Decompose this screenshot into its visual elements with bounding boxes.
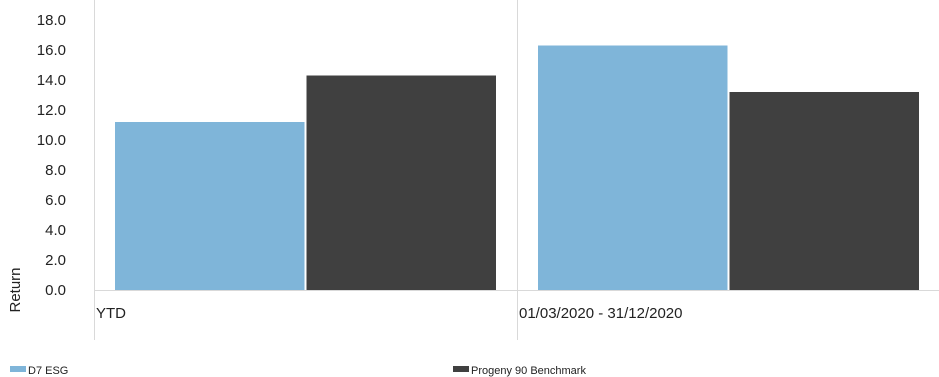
bar-progeny-90-benchmark [306, 75, 496, 290]
legend-label: Progeny 90 Benchmark [471, 365, 586, 377]
y-tick-label: 2.0 [45, 252, 66, 269]
y-tick-label: 10.0 [37, 132, 66, 149]
legend-swatch [453, 366, 469, 372]
gridlines [94, 0, 939, 340]
y-axis: 0.0 2.0 4.0 6.0 8.0 10.0 12.0 14.0 16.0 18.0 [37, 12, 66, 299]
legend-label: D7 ESG [28, 365, 68, 377]
y-tick-label: 18.0 [37, 12, 66, 29]
bar-d7-esg [115, 122, 305, 290]
y-tick-label: 16.0 [37, 42, 66, 59]
y-tick-label: 14.0 [37, 72, 66, 89]
y-tick-label: 8.0 [45, 162, 66, 179]
x-category-label: YTD [96, 305, 126, 322]
legend-swatch [10, 366, 26, 372]
y-tick-label: 0.0 [45, 282, 66, 299]
y-tick-label: 6.0 [45, 192, 66, 209]
legend: D7 ESG Progeny 90 Benchmark [10, 365, 586, 377]
y-axis-title: Return [7, 267, 24, 312]
x-axis: YTD 01/03/2020 - 31/12/2020 [96, 305, 682, 322]
x-category-label: 01/03/2020 - 31/12/2020 [519, 305, 682, 322]
bar-progeny-90-benchmark [729, 92, 919, 290]
y-tick-label: 4.0 [45, 222, 66, 239]
y-tick-label: 12.0 [37, 102, 66, 119]
bar-d7-esg [538, 45, 728, 290]
bars [115, 45, 919, 290]
